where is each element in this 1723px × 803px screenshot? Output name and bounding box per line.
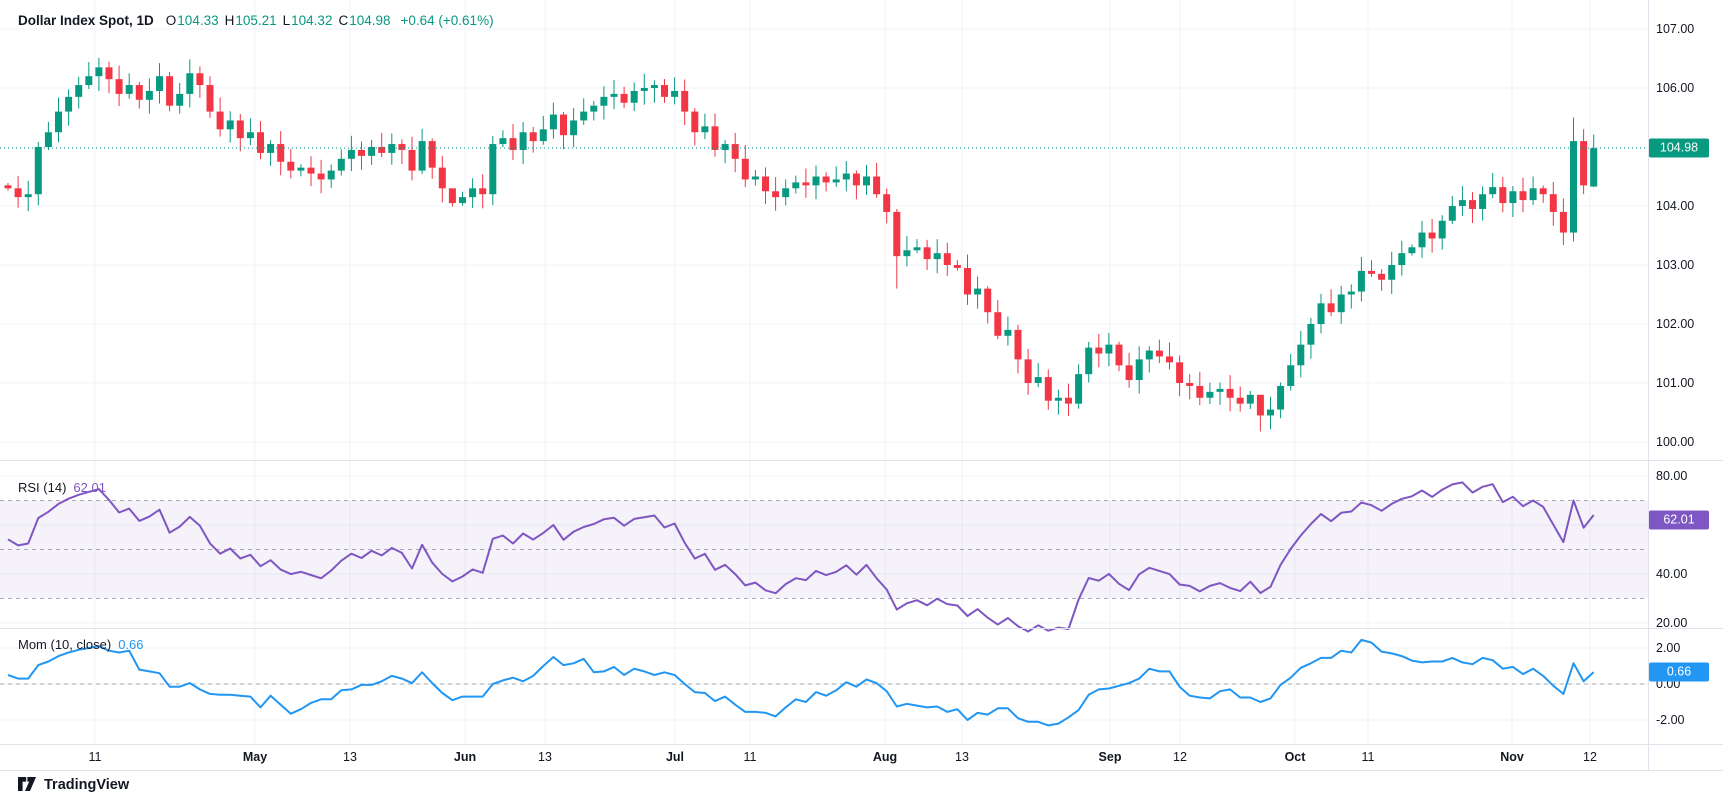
pane-separator-price-rsi[interactable] [0,460,1723,461]
tradingview-logo-icon [18,777,36,791]
mom-pane-legend[interactable]: Mom (10, close) 0.66 [18,637,144,652]
price-axis-separator [1648,0,1649,770]
axis-price-label[interactable]: 2.00 [1656,641,1681,655]
time-axis-label[interactable]: Jun [453,750,477,764]
ohlc-close-label: C [338,13,349,28]
axis-price-label[interactable]: 106.00 [1656,81,1695,95]
axis-price-label[interactable]: 107.00 [1656,22,1695,36]
rsi-pane-legend[interactable]: RSI (14) 62.01 [18,480,106,495]
ohlc-close-value: 104.98 [349,13,391,28]
ohlc-open-label: O [165,13,177,28]
axis-price-label[interactable]: -2.00 [1656,713,1685,727]
time-axis-label[interactable]: 13 [343,750,357,764]
axis-price-label[interactable]: 80.00 [1656,469,1688,483]
axis-price-label[interactable]: 102.00 [1656,317,1695,331]
time-axis-label[interactable]: Aug [872,750,898,764]
time-axis-label[interactable]: Sep [1098,750,1122,764]
mom-label: Mom (10, close) [18,637,112,652]
time-axis-label[interactable]: 12 [1173,750,1187,764]
time-axis-label[interactable]: 11 [1361,750,1375,764]
mom-value-badge: 0.66 [1649,662,1709,682]
time-axis-label[interactable]: Oct [1284,750,1306,764]
axis-price-label[interactable]: 20.00 [1656,616,1688,630]
pane-separator-rsi-mom[interactable] [0,628,1723,629]
axis-price-label[interactable]: 40.00 [1656,567,1688,581]
time-axis-label[interactable]: May [242,750,268,764]
bottom-separator [0,770,1723,771]
axis-price-label[interactable]: 101.00 [1656,376,1695,390]
axis-price-label[interactable]: 104.00 [1656,199,1695,213]
rsi-value: 62.01 [73,480,106,495]
time-axis-label[interactable]: 13 [538,750,552,764]
axis-price-label[interactable]: 100.00 [1656,435,1695,449]
last-price-badge: 104.98 [1649,138,1709,158]
tradingview-logo-text: TradingView [44,776,130,793]
ohlc-low-value: 104.32 [291,13,333,28]
time-axis-separator [0,744,1723,745]
change-value: +0.64 (+0.61%) [400,13,494,28]
time-axis-label[interactable]: 12 [1583,750,1597,764]
ohlc-high-value: 105.21 [235,13,277,28]
time-axis-label[interactable]: 11 [88,750,102,764]
symbol-title: Dollar Index Spot, 1D [18,13,154,28]
mom-value: 0.66 [118,637,144,652]
rsi-value-badge: 62.01 [1649,510,1709,530]
ohlc-open-value: 104.33 [177,13,219,28]
time-axis-label[interactable]: 13 [955,750,969,764]
axis-price-label[interactable]: 103.00 [1656,258,1695,272]
time-axis-label[interactable]: Nov [1500,750,1524,764]
ohlc-high-label: H [224,13,235,28]
time-axis-label[interactable]: Jul [665,750,685,764]
tradingview-logo[interactable]: TradingView [18,776,129,793]
rsi-label: RSI (14) [18,480,67,495]
bottom-strip [0,771,1723,803]
ohlc-low-label: L [282,13,291,28]
time-axis-label[interactable]: 11 [743,750,757,764]
